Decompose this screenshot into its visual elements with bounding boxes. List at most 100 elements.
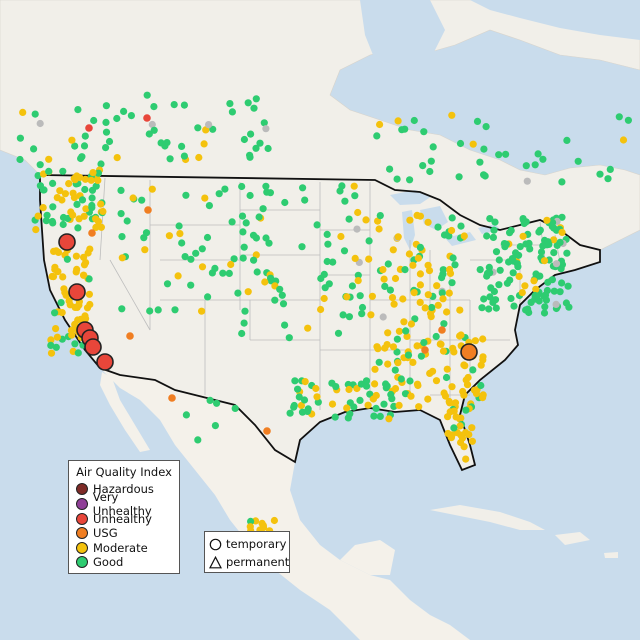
- good-monitor-point: [127, 112, 135, 120]
- moderate-monitor-point: [391, 274, 400, 283]
- legend-item-unhealthy: Unhealthy: [76, 512, 152, 526]
- puerto-rico: [604, 552, 618, 558]
- good-monitor-point: [477, 381, 485, 390]
- moderate-monitor-point: [384, 329, 392, 337]
- good-monitor-point: [291, 377, 299, 385]
- moderate-monitor-point: [446, 265, 454, 274]
- good-monitor-point: [432, 332, 440, 341]
- good-monitor-point: [401, 266, 409, 274]
- legend-label: temporary: [226, 537, 287, 551]
- moderate-monitor-point: [92, 223, 100, 231]
- good-monitor-point: [301, 196, 309, 204]
- good-monitor-point: [373, 132, 381, 140]
- moderate-monitor-point: [45, 155, 53, 163]
- good-monitor-point: [486, 293, 494, 301]
- moderate-monitor-point: [407, 320, 415, 328]
- moderate-monitor-point: [456, 422, 464, 430]
- moderate-monitor-point: [468, 424, 476, 432]
- good-monitor-point: [298, 408, 307, 416]
- good-monitor-point: [204, 293, 212, 301]
- good-monitor-point: [329, 258, 337, 266]
- moderate-monitor-point: [61, 190, 69, 198]
- moderate-monitor-point: [374, 345, 382, 353]
- good-monitor-point: [420, 339, 428, 347]
- good-monitor-point: [154, 306, 162, 314]
- moderate-monitor-point: [479, 394, 487, 402]
- good-monitor-point: [550, 287, 558, 295]
- good-monitor-point: [539, 242, 547, 250]
- good-monitor-point: [440, 320, 448, 328]
- good-monitor-point: [215, 190, 223, 198]
- moderate-monitor-point: [32, 226, 40, 234]
- moderate-monitor-point: [362, 216, 370, 224]
- moderate-monitor-point: [448, 383, 456, 391]
- good-monitor-point: [486, 215, 494, 223]
- good-monitor-point: [345, 215, 353, 223]
- good-monitor-point: [163, 280, 172, 288]
- good-monitor-point: [94, 169, 102, 177]
- good-monitor-point: [539, 155, 547, 163]
- good-monitor-point: [401, 390, 410, 398]
- good-monitor-point: [49, 203, 57, 211]
- moderate-monitor-point: [202, 126, 210, 134]
- good-monitor-point: [74, 106, 82, 114]
- moderate-monitor-point: [71, 176, 79, 184]
- good-monitor-point: [117, 186, 125, 194]
- good-monitor-point: [182, 191, 190, 199]
- good-monitor-point: [531, 291, 539, 300]
- good-monitor-point: [442, 373, 451, 382]
- good-monitor-point: [480, 145, 488, 153]
- moderate-monitor-point: [261, 278, 269, 286]
- moderate-monitor-point: [424, 395, 432, 403]
- good-monitor-point: [16, 134, 24, 142]
- good-monitor-point: [508, 255, 516, 263]
- moderate-monitor-point: [201, 194, 209, 202]
- moderate-monitor-point: [532, 285, 540, 293]
- good-monitor-point: [339, 311, 347, 319]
- good-monitor-point: [527, 298, 535, 306]
- good-monitor-point: [429, 143, 437, 151]
- good-monitor-point: [556, 288, 564, 296]
- moderate-monitor-point: [343, 293, 351, 301]
- good-monitor-point: [205, 202, 213, 210]
- moderate-monitor-point: [464, 373, 472, 382]
- good-monitor-point: [59, 220, 67, 229]
- moderate-monitor-point: [97, 200, 105, 208]
- good-monitor-point: [276, 285, 284, 293]
- good-monitor-point: [522, 162, 530, 170]
- moderate-monitor-point: [395, 401, 403, 409]
- good-monitor-point: [253, 268, 261, 276]
- good-monitor-point: [314, 398, 322, 406]
- moderate-monitor-point: [452, 413, 460, 421]
- moderate-monitor-point: [304, 324, 312, 332]
- moderate-monitor-point: [384, 360, 392, 368]
- moderate-monitor-point: [47, 336, 55, 344]
- moderate-monitor-point: [371, 380, 379, 388]
- good-monitor-point: [406, 176, 414, 184]
- circle-icon: [209, 538, 222, 550]
- legend-label: permanent: [226, 555, 290, 569]
- legend-label: Unhealthy: [93, 512, 152, 526]
- moderate-monitor-point: [413, 342, 421, 350]
- good-monitor-point: [264, 144, 272, 153]
- good-monitor-point: [42, 217, 51, 225]
- moderate-monitor-point: [540, 257, 549, 265]
- good-monitor-point: [381, 282, 389, 290]
- moderate-monitor-point: [443, 365, 451, 373]
- moderate-monitor-point: [343, 404, 351, 412]
- moderate-monitor-point: [399, 295, 407, 303]
- good-monitor-point: [34, 172, 42, 180]
- good-monitor-point: [45, 167, 53, 175]
- northern-water: [470, 0, 640, 40]
- no-data-monitor-point: [205, 121, 213, 129]
- usg-monitor-point: [438, 326, 446, 334]
- moderate-monitor-point: [460, 232, 468, 240]
- legend-item-very-unhealthy: Very Unhealthy: [76, 490, 179, 518]
- legend-item-permanent: permanent: [209, 554, 289, 570]
- moderate-monitor-point: [53, 333, 62, 341]
- good-monitor-point: [118, 233, 126, 241]
- good-monitor-point: [88, 204, 96, 212]
- good-monitor-point: [74, 349, 82, 357]
- moderate-monitor-point: [59, 273, 67, 281]
